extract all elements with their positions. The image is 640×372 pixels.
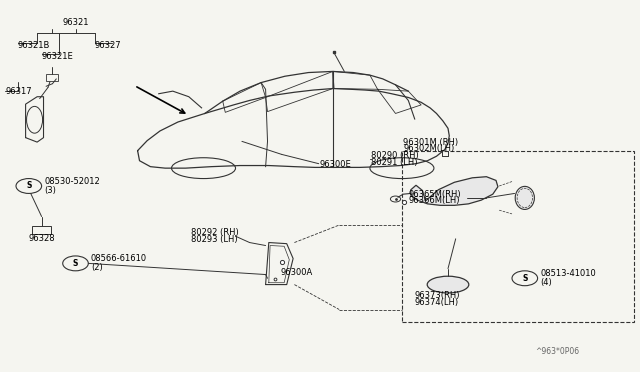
- Text: 96374(LH): 96374(LH): [415, 298, 459, 307]
- Text: (4): (4): [540, 278, 552, 287]
- Bar: [46, 74, 58, 81]
- Text: 80292 (RH): 80292 (RH): [191, 228, 239, 237]
- Bar: [402, 151, 634, 322]
- Text: 96328: 96328: [28, 234, 55, 243]
- Polygon shape: [411, 177, 498, 205]
- Text: 96321: 96321: [62, 18, 89, 27]
- Text: 96327: 96327: [95, 41, 122, 50]
- Text: S: S: [26, 182, 31, 190]
- Text: (3): (3): [44, 186, 56, 195]
- Text: 96373(RH): 96373(RH): [415, 291, 460, 300]
- Text: 96300A: 96300A: [280, 268, 312, 277]
- Ellipse shape: [515, 186, 534, 209]
- Text: 80293 (LH): 80293 (LH): [191, 235, 237, 244]
- Text: S: S: [522, 274, 527, 283]
- Text: S: S: [73, 259, 78, 268]
- Text: 96302M(LH): 96302M(LH): [403, 144, 454, 153]
- Text: 08530-52012: 08530-52012: [44, 177, 100, 186]
- Text: 08513-41010: 08513-41010: [540, 269, 596, 278]
- Text: 08566-61610: 08566-61610: [91, 254, 147, 263]
- Text: 80290 (RH): 80290 (RH): [371, 151, 419, 160]
- Text: ^963*0P06: ^963*0P06: [535, 347, 579, 356]
- Text: 96321B: 96321B: [18, 41, 51, 50]
- Text: 96365M(RH): 96365M(RH): [408, 190, 461, 199]
- Text: 96317: 96317: [5, 87, 32, 96]
- Text: (2): (2): [91, 263, 102, 272]
- Bar: [32, 226, 51, 234]
- Text: 96301M (RH): 96301M (RH): [403, 138, 458, 147]
- Ellipse shape: [428, 276, 468, 293]
- Text: 96366M(LH): 96366M(LH): [408, 196, 460, 205]
- Text: 80291 (LH): 80291 (LH): [371, 158, 418, 167]
- Text: 96321E: 96321E: [42, 52, 74, 61]
- Text: 96300E: 96300E: [320, 160, 352, 169]
